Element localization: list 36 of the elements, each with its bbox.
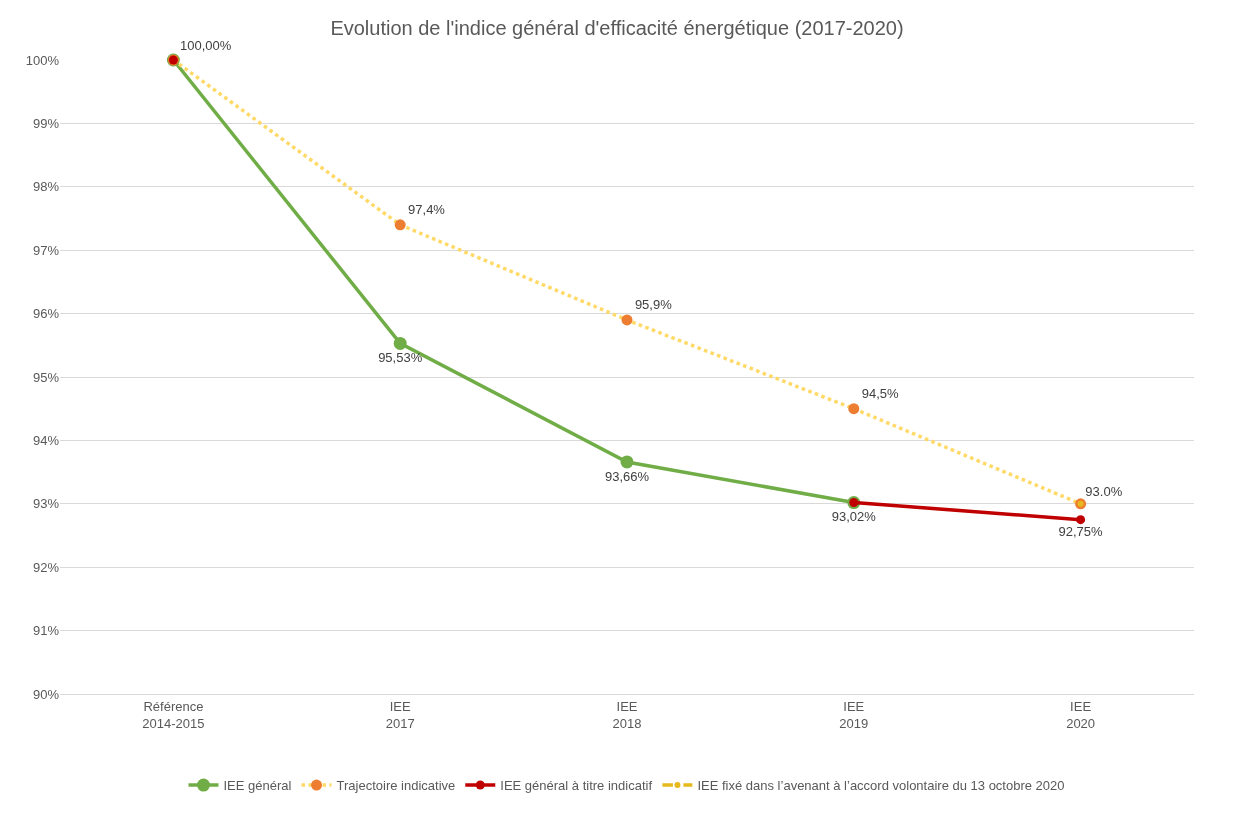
y-tick-label: 98%: [32, 179, 60, 195]
y-tick-label: 91%: [32, 623, 60, 639]
y-tick-label: 93%: [32, 496, 60, 512]
data-label: 92,75%: [1058, 524, 1104, 540]
data-label: 97,4%: [408, 201, 446, 217]
point: [620, 455, 634, 469]
x-tick-label: Référence 2014-2015: [142, 698, 205, 731]
y-tick-label: 99%: [32, 115, 60, 131]
legend-label: IEE fixé dans l’avenant à l’accord volontaire du 13 octobre 2020: [697, 778, 1065, 794]
chart-title: Evolution de l'indice général d'efficacité énergétique (2017-2020): [330, 16, 904, 39]
data-label: 93,02%: [831, 509, 877, 525]
y-tick-label: 90%: [32, 686, 60, 702]
y-tick-label: 100%: [25, 52, 60, 68]
x-tick-label: IEE 2018: [612, 698, 642, 731]
y-tick-label: 94%: [32, 432, 60, 448]
y-tick-label: 97%: [32, 242, 60, 258]
legend-label: Trajectoire indicative: [336, 778, 456, 794]
data-label: 94,5%: [861, 385, 899, 401]
data-label: 100,00%: [180, 38, 232, 54]
data-label: 95,53%: [378, 350, 423, 366]
data-label: 93,66%: [604, 468, 650, 484]
x-tick-label: IEE 2019: [839, 698, 869, 731]
point: [1076, 515, 1086, 525]
y-tick-label: 92%: [32, 559, 60, 575]
legend-label: IEE général: [223, 778, 292, 794]
point: [621, 314, 633, 326]
data-label: 93.0%: [1085, 483, 1123, 499]
data-label: 95,9%: [634, 296, 673, 312]
x-tick-label: IEE 2017: [385, 698, 415, 731]
y-tick-label: 96%: [32, 306, 60, 322]
legend-label: IEE général à titre indicatif: [500, 778, 653, 794]
y-tick-label: 95%: [32, 369, 60, 385]
point: [393, 336, 407, 350]
point: [848, 403, 860, 415]
point: [394, 219, 406, 231]
x-tick-label: IEE 2020: [1066, 698, 1096, 731]
